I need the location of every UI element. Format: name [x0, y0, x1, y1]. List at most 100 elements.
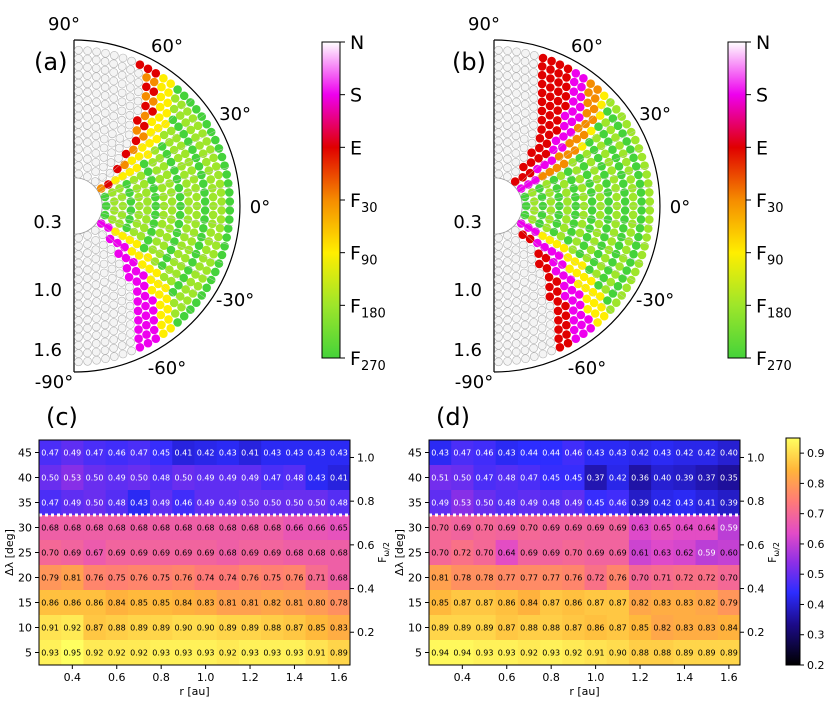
polar-point: [91, 149, 101, 158]
polar-point: [133, 116, 142, 125]
y-tick-label: 40: [18, 472, 32, 485]
right-tick-label: 0.8: [747, 495, 765, 508]
polar-point: [502, 146, 512, 155]
polar-point: [108, 273, 117, 283]
radial-tick-label: 1.0: [453, 280, 482, 301]
polar-point: [592, 174, 602, 184]
polar-point: [554, 316, 563, 325]
heatmap-cell: [495, 565, 519, 591]
polar-point: [220, 161, 229, 170]
polar-point: [587, 215, 596, 224]
cell-value: 0.84: [174, 599, 192, 608]
category-tick-label: F270: [756, 348, 792, 374]
polar-point: [202, 157, 211, 167]
polar-point: [537, 296, 547, 306]
polar-point: [538, 349, 548, 359]
polar-point: [199, 224, 208, 233]
polar-point: [99, 143, 109, 153]
heatmap-cell: [717, 640, 741, 666]
polar-point: [214, 232, 223, 242]
polar-point: [512, 47, 521, 57]
polar-point: [165, 179, 174, 188]
cell-value: 0.94: [431, 649, 449, 658]
polar-point: [91, 167, 100, 176]
colorbar-tick-label: 0.3: [807, 629, 825, 642]
polar-point: [147, 285, 157, 295]
colorbar-tick-label: 0.5: [807, 568, 825, 581]
polar-point: [152, 268, 162, 278]
polar-point: [563, 64, 573, 74]
radial-tick-label: 1.6: [453, 340, 482, 361]
heatmap-cell: [495, 440, 519, 466]
polar-point: [117, 287, 127, 297]
polar-ray: [100, 148, 224, 197]
polar-point: [165, 224, 174, 233]
polar-point: [529, 335, 539, 344]
heatmap-cell: [305, 540, 329, 566]
polar-point: [192, 105, 201, 114]
polar-ray: [521, 186, 653, 203]
polar-point: [117, 115, 127, 125]
polar-point: [511, 236, 520, 245]
cell-value: 0.63: [631, 524, 649, 533]
polar-point: [521, 48, 530, 58]
polar-point: [131, 136, 141, 146]
cell-value: 0.43: [653, 449, 671, 458]
cell-value: 0.85: [152, 599, 170, 608]
cell-value: 0.92: [219, 649, 237, 658]
polar-point: [188, 114, 198, 123]
heatmap-cell: [495, 590, 519, 616]
polar-point: [225, 206, 235, 215]
polar-point: [147, 227, 156, 237]
polar-point: [612, 210, 621, 220]
polar-point: [554, 87, 563, 96]
polar-point: [142, 73, 151, 82]
y-tick-label: 35: [18, 497, 32, 510]
polar-point: [560, 121, 569, 131]
heatmap-cell: [695, 590, 719, 616]
cell-value: 0.49: [431, 499, 449, 508]
polar-point: [169, 104, 179, 114]
cell-value: 0.69: [152, 549, 170, 558]
polar-point: [569, 306, 578, 315]
cell-value: 0.49: [197, 499, 215, 508]
polar-point: [565, 264, 574, 274]
cell-value: 0.64: [698, 524, 716, 533]
polar-point: [567, 285, 577, 295]
y-tick-label: 45: [408, 447, 422, 460]
polar-point: [109, 111, 118, 121]
polar-point: [107, 264, 117, 274]
polar-point: [108, 129, 117, 139]
cell-value: 0.93: [498, 649, 516, 658]
cell-value: 0.69: [108, 549, 126, 558]
polar-point: [92, 97, 101, 107]
polar-point: [608, 289, 618, 298]
heatmap-cell: [61, 540, 84, 566]
polar-point: [183, 188, 193, 197]
heatmap-cell: [628, 490, 652, 516]
category-colorbar: [321, 41, 341, 359]
heatmap-cell: [150, 565, 173, 591]
polar-point: [512, 114, 521, 124]
polar-point: [502, 129, 512, 138]
polar-point: [109, 282, 118, 292]
polar-point: [520, 294, 530, 304]
polar-point: [545, 215, 554, 224]
polar-point: [83, 129, 92, 138]
cell-value: 0.75: [152, 574, 170, 583]
polar-point: [494, 357, 503, 367]
heatmap-cell: [39, 440, 62, 466]
heatmap-cell: [695, 440, 719, 466]
polar-point: [537, 88, 547, 98]
polar-point: [162, 108, 172, 118]
heatmap-cell: [562, 490, 585, 516]
polar-point: [214, 259, 224, 268]
polar-point: [99, 240, 108, 250]
polar-point: [614, 241, 624, 250]
polar-point: [140, 111, 150, 121]
polar-point: [139, 223, 149, 233]
cell-value: 0.44: [520, 449, 538, 458]
polar-point: [74, 169, 83, 179]
polar-point: [529, 102, 539, 112]
heatmap-cell: [562, 590, 585, 616]
